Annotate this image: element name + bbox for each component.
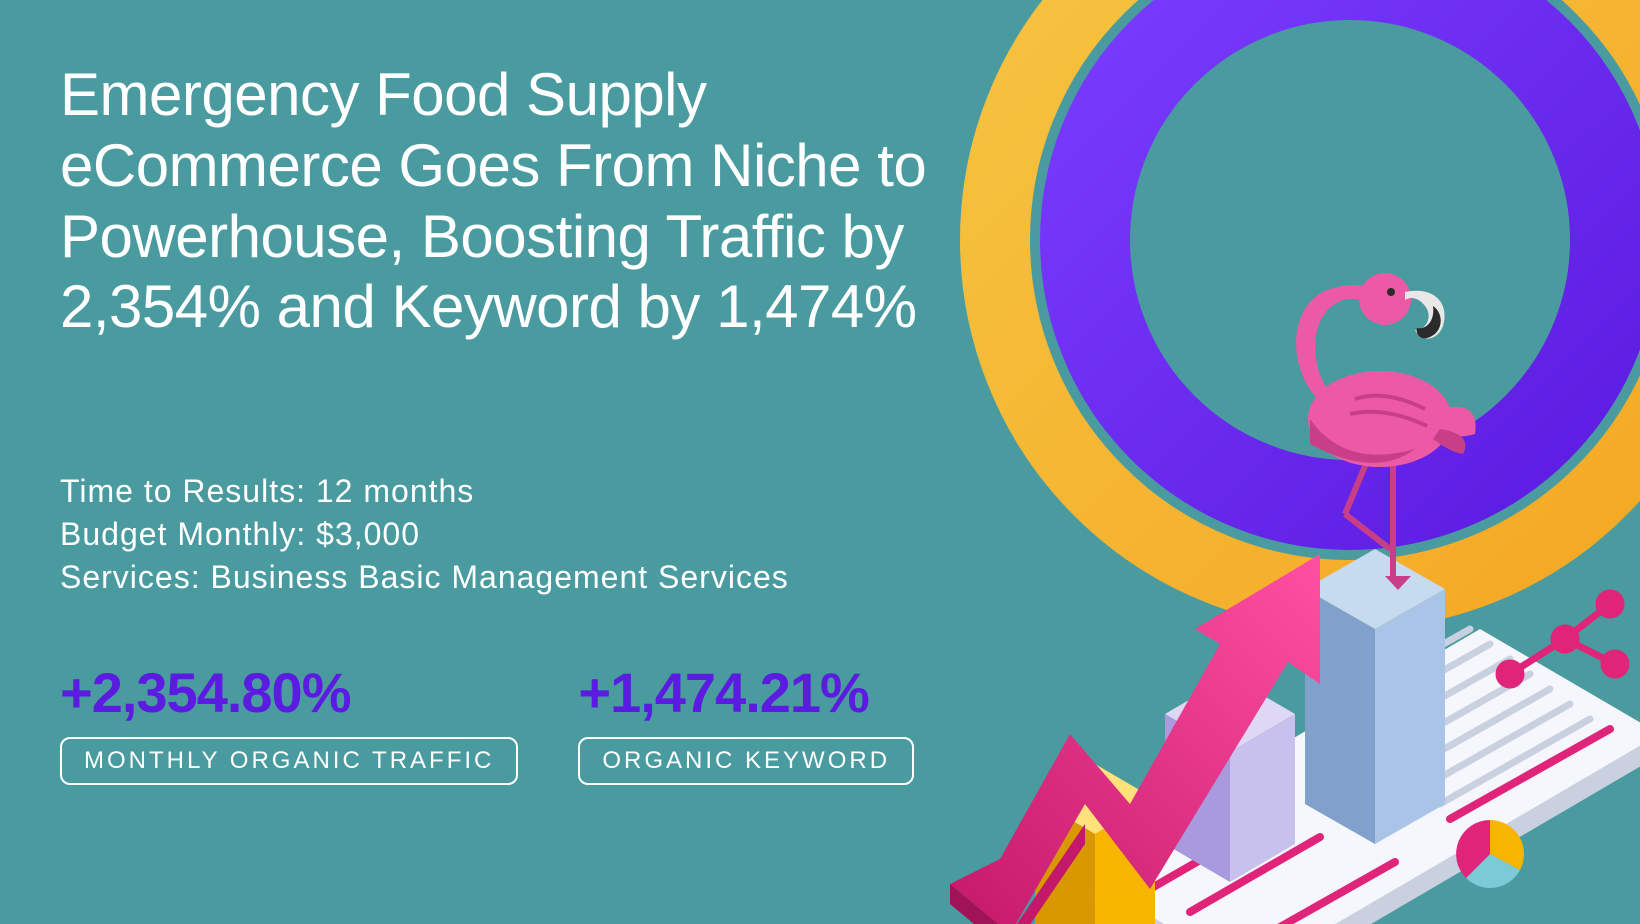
- stat-traffic: +2,354.80% MONTHLY ORGANIC TRAFFIC: [60, 660, 518, 785]
- growth-arrow: [950, 554, 1320, 924]
- chart-illustration: [850, 244, 1640, 924]
- decorative-rings: [940, 0, 1640, 650]
- stat-keyword-value: +1,474.21%: [578, 660, 914, 725]
- headline: Emergency Food Supply eCommerce Goes Fro…: [60, 60, 1020, 343]
- paper-sheet: [1070, 593, 1640, 924]
- bar-1: [1035, 744, 1155, 924]
- stat-keyword-label: ORGANIC KEYWORD: [578, 737, 914, 785]
- flamingo-icon: [1296, 273, 1475, 590]
- stat-traffic-label: MONTHLY ORGANIC TRAFFIC: [60, 737, 518, 785]
- bar-2: [1165, 676, 1295, 882]
- stat-keyword: +1,474.21% ORGANIC KEYWORD: [578, 660, 914, 785]
- detail-budget: Budget Monthly: $3,000: [60, 513, 789, 556]
- details-block: Time to Results: 12 months Budget Monthl…: [60, 470, 789, 600]
- detail-time: Time to Results: 12 months: [60, 470, 789, 513]
- stat-traffic-value: +2,354.80%: [60, 660, 518, 725]
- bar-3: [1305, 549, 1445, 844]
- detail-services: Services: Business Basic Management Serv…: [60, 556, 789, 599]
- stats-row: +2,354.80% MONTHLY ORGANIC TRAFFIC +1,47…: [60, 660, 914, 785]
